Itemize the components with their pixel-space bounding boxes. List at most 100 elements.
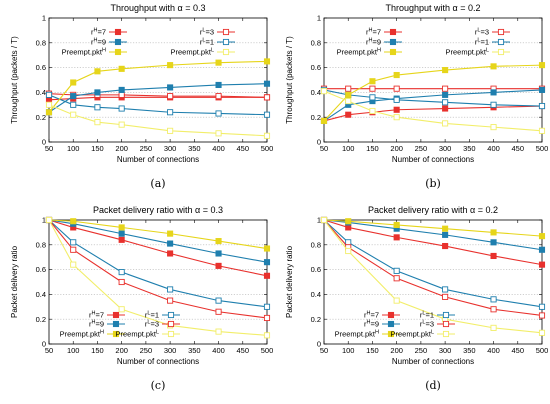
series-preL <box>45 101 271 139</box>
series-preH <box>45 216 271 252</box>
data-point-rH9 <box>490 89 497 96</box>
series-line-preH <box>323 64 543 122</box>
legend-label-rL1: rL=1 <box>475 38 489 47</box>
data-point-rH9 <box>215 81 222 89</box>
data-point-rL1 <box>263 111 271 118</box>
legend-swatch-marker-preL <box>167 330 175 338</box>
series-line-rH7 <box>48 96 267 101</box>
data-point-preL <box>393 114 400 121</box>
legend: rH=7 rL=3 rH=9 rL=1 Preempt.pktH Preempt.pktL <box>62 28 235 57</box>
series-rH7 <box>320 102 546 124</box>
data-point-rL1 <box>263 303 271 310</box>
legend-label-preL: Preempt.pktL <box>116 330 160 339</box>
data-point-preH <box>94 68 101 75</box>
legend-label-rL1: rL=1 <box>145 311 159 320</box>
x-tick-label: 200 <box>390 144 403 153</box>
y-tick-label: 0.8 <box>36 38 46 47</box>
data-point-rL1 <box>167 109 174 116</box>
y-tick-label: 0.4 <box>36 290 46 299</box>
data-point-rL1 <box>393 267 400 274</box>
legend-label-rL3: rL=3 <box>420 320 434 329</box>
legend-label-rH9: rH=9 <box>366 38 381 47</box>
chart-title: Throughput with α = 0.3 <box>110 3 205 13</box>
data-point-preH <box>118 65 125 72</box>
y-tick-label: 0.2 <box>36 315 46 324</box>
legend-label-preH: Preempt.pktH <box>335 330 379 339</box>
y-axis-label: Packet delivery ratio <box>285 245 294 318</box>
data-point-preH <box>538 233 546 240</box>
data-point-rL1 <box>167 286 174 293</box>
data-point-preL <box>490 124 497 131</box>
panel-sublabel: (b) <box>425 177 441 190</box>
y-tick-label: 0.4 <box>311 290 321 299</box>
data-point-rH7 <box>263 272 271 279</box>
legend-swatch-marker-rL1 <box>442 311 450 319</box>
data-point-rH7 <box>442 105 449 112</box>
y-tick-label: 0.2 <box>36 113 46 122</box>
chart-b-throughput-alpha-0-2: Throughput with α = 0.2 0 0.2 0.4 0.6 0.8 1 50 1… <box>275 0 550 202</box>
series-line-rL3 <box>323 219 543 317</box>
y-axis: 0 0.2 0.4 0.6 0.8 1 <box>311 216 542 349</box>
series-line-rH9 <box>323 219 543 251</box>
legend-swatch-marker-rL1 <box>222 38 230 46</box>
data-point-rH9 <box>118 230 125 237</box>
legend: rH=7 rL=1 rH=9 rL=3 Preempt.pktH Preempt.pktL <box>60 311 180 339</box>
data-point-preL <box>345 247 352 255</box>
y-axis: 0 0.2 0.4 0.6 0.8 1 <box>311 14 542 147</box>
series-line-rH7 <box>323 105 543 122</box>
legend-swatch-marker-rH7 <box>114 28 122 36</box>
data-point-rL1 <box>118 105 125 112</box>
data-point-rH9 <box>442 231 449 238</box>
data-point-rH9 <box>538 246 546 253</box>
legend-swatch-marker-rH9 <box>114 38 122 46</box>
legend-swatch-marker-preH <box>389 48 397 56</box>
data-point-rL3 <box>118 91 125 98</box>
legend-swatch-marker-rH7 <box>389 28 397 36</box>
legend-swatch-marker-rL3 <box>442 320 450 328</box>
chart-d-pdr-alpha-0-2: Packet delivery ratio with α = 0.2 0 0.2 0.… <box>275 202 550 404</box>
x-tick-label: 400 <box>487 346 500 355</box>
plot-frame <box>323 17 543 143</box>
data-point-preL <box>263 132 271 139</box>
data-point-preL <box>70 261 77 268</box>
x-axis-label: Number of connections <box>117 155 199 164</box>
x-axis-label: Number of connections <box>117 357 199 366</box>
x-tick-label: 300 <box>164 144 177 153</box>
legend-swatch-marker-rL3 <box>497 28 505 36</box>
legend-label-rL3: rL=3 <box>145 320 159 329</box>
legend-label-rH7: rH=7 <box>366 28 381 37</box>
y-tick-label: 0.4 <box>36 88 46 97</box>
data-point-rH7 <box>538 261 546 268</box>
data-point-rL1 <box>118 269 125 276</box>
series-line-rH7 <box>323 219 543 266</box>
x-tick-label: 350 <box>188 346 201 355</box>
data-point-preL <box>345 98 352 105</box>
series-line-rL1 <box>48 219 268 308</box>
series-rL1 <box>45 91 271 118</box>
legend-swatch-marker-preH <box>112 330 120 338</box>
chart-c-pdr-alpha-0-3: Packet delivery ratio with α = 0.3 0 0.2 0.… <box>0 202 275 404</box>
y-axis-label: Throughput (packets / T) <box>10 36 19 124</box>
series-rL1 <box>320 216 546 310</box>
data-point-rL1 <box>215 297 222 304</box>
series-rH7 <box>320 216 546 268</box>
legend-label-rH9: rH=9 <box>89 320 104 329</box>
plot-frame <box>323 219 543 345</box>
x-tick-label: 100 <box>67 346 80 355</box>
data-point-preH <box>118 224 125 231</box>
x-axis: 50 100 150 200 250 300 350 400 450 500 <box>320 18 548 153</box>
data-point-rL3 <box>538 312 546 319</box>
x-tick-label: 150 <box>91 144 104 153</box>
y-tick-label: 1 <box>317 216 321 225</box>
data-point-preL <box>167 127 174 134</box>
series-line-rL3 <box>48 219 268 319</box>
legend-label-rL3: rL=3 <box>200 28 214 37</box>
y-tick-label: 1 <box>42 14 46 23</box>
x-tick-label: 500 <box>536 144 549 153</box>
x-tick-label: 450 <box>512 346 525 355</box>
x-tick-label: 300 <box>439 346 452 355</box>
data-point-preH <box>490 229 497 236</box>
series-rH7 <box>45 216 271 279</box>
